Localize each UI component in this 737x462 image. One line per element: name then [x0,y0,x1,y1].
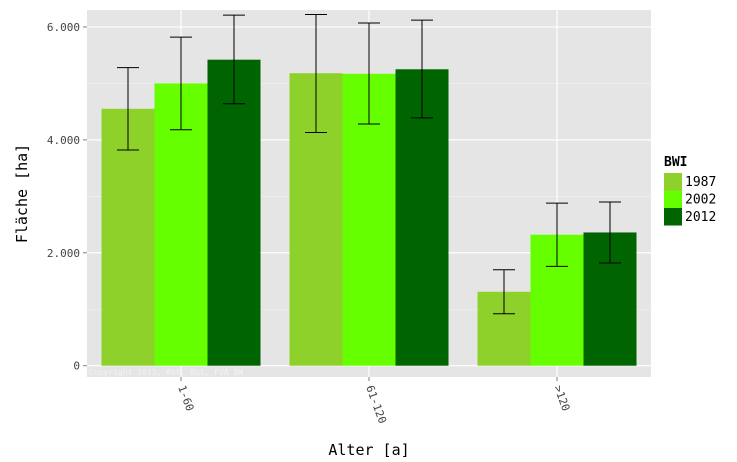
bar [101,108,155,366]
x-tick-label: >120 [551,384,572,413]
copyright-watermark: Copyright 2013, Abt. BuI, FVA BW [89,368,243,377]
legend-swatch [664,190,682,208]
legend-label: 2002 [685,193,716,208]
y-tick-label: 0 [73,360,80,373]
legend-label: 2012 [685,210,716,225]
bars [101,59,637,366]
legend-label: 1987 [685,175,716,190]
legend: BWI 1987 2002 2012 [664,155,716,226]
y-tick-label: 4.000 [47,134,80,147]
legend-swatch [664,173,682,191]
x-axis-title: Alter [a] [328,441,409,459]
x-axis-ticks: 1-60 61-120 >120 [175,377,572,425]
y-axis-title: Fläche [ha] [13,144,31,243]
bar [154,83,208,366]
y-axis-ticks: 0 2.000 4.000 6.000 [47,21,87,373]
error-bars [117,14,621,315]
bar [207,59,261,366]
x-tick-label: 61-120 [363,384,389,426]
bar [395,69,449,366]
x-tick-label: 1-60 [175,384,196,413]
legend-title: BWI [664,155,687,170]
y-tick-label: 2.000 [47,247,80,260]
y-tick-label: 6.000 [47,21,80,34]
legend-swatch [664,208,682,226]
